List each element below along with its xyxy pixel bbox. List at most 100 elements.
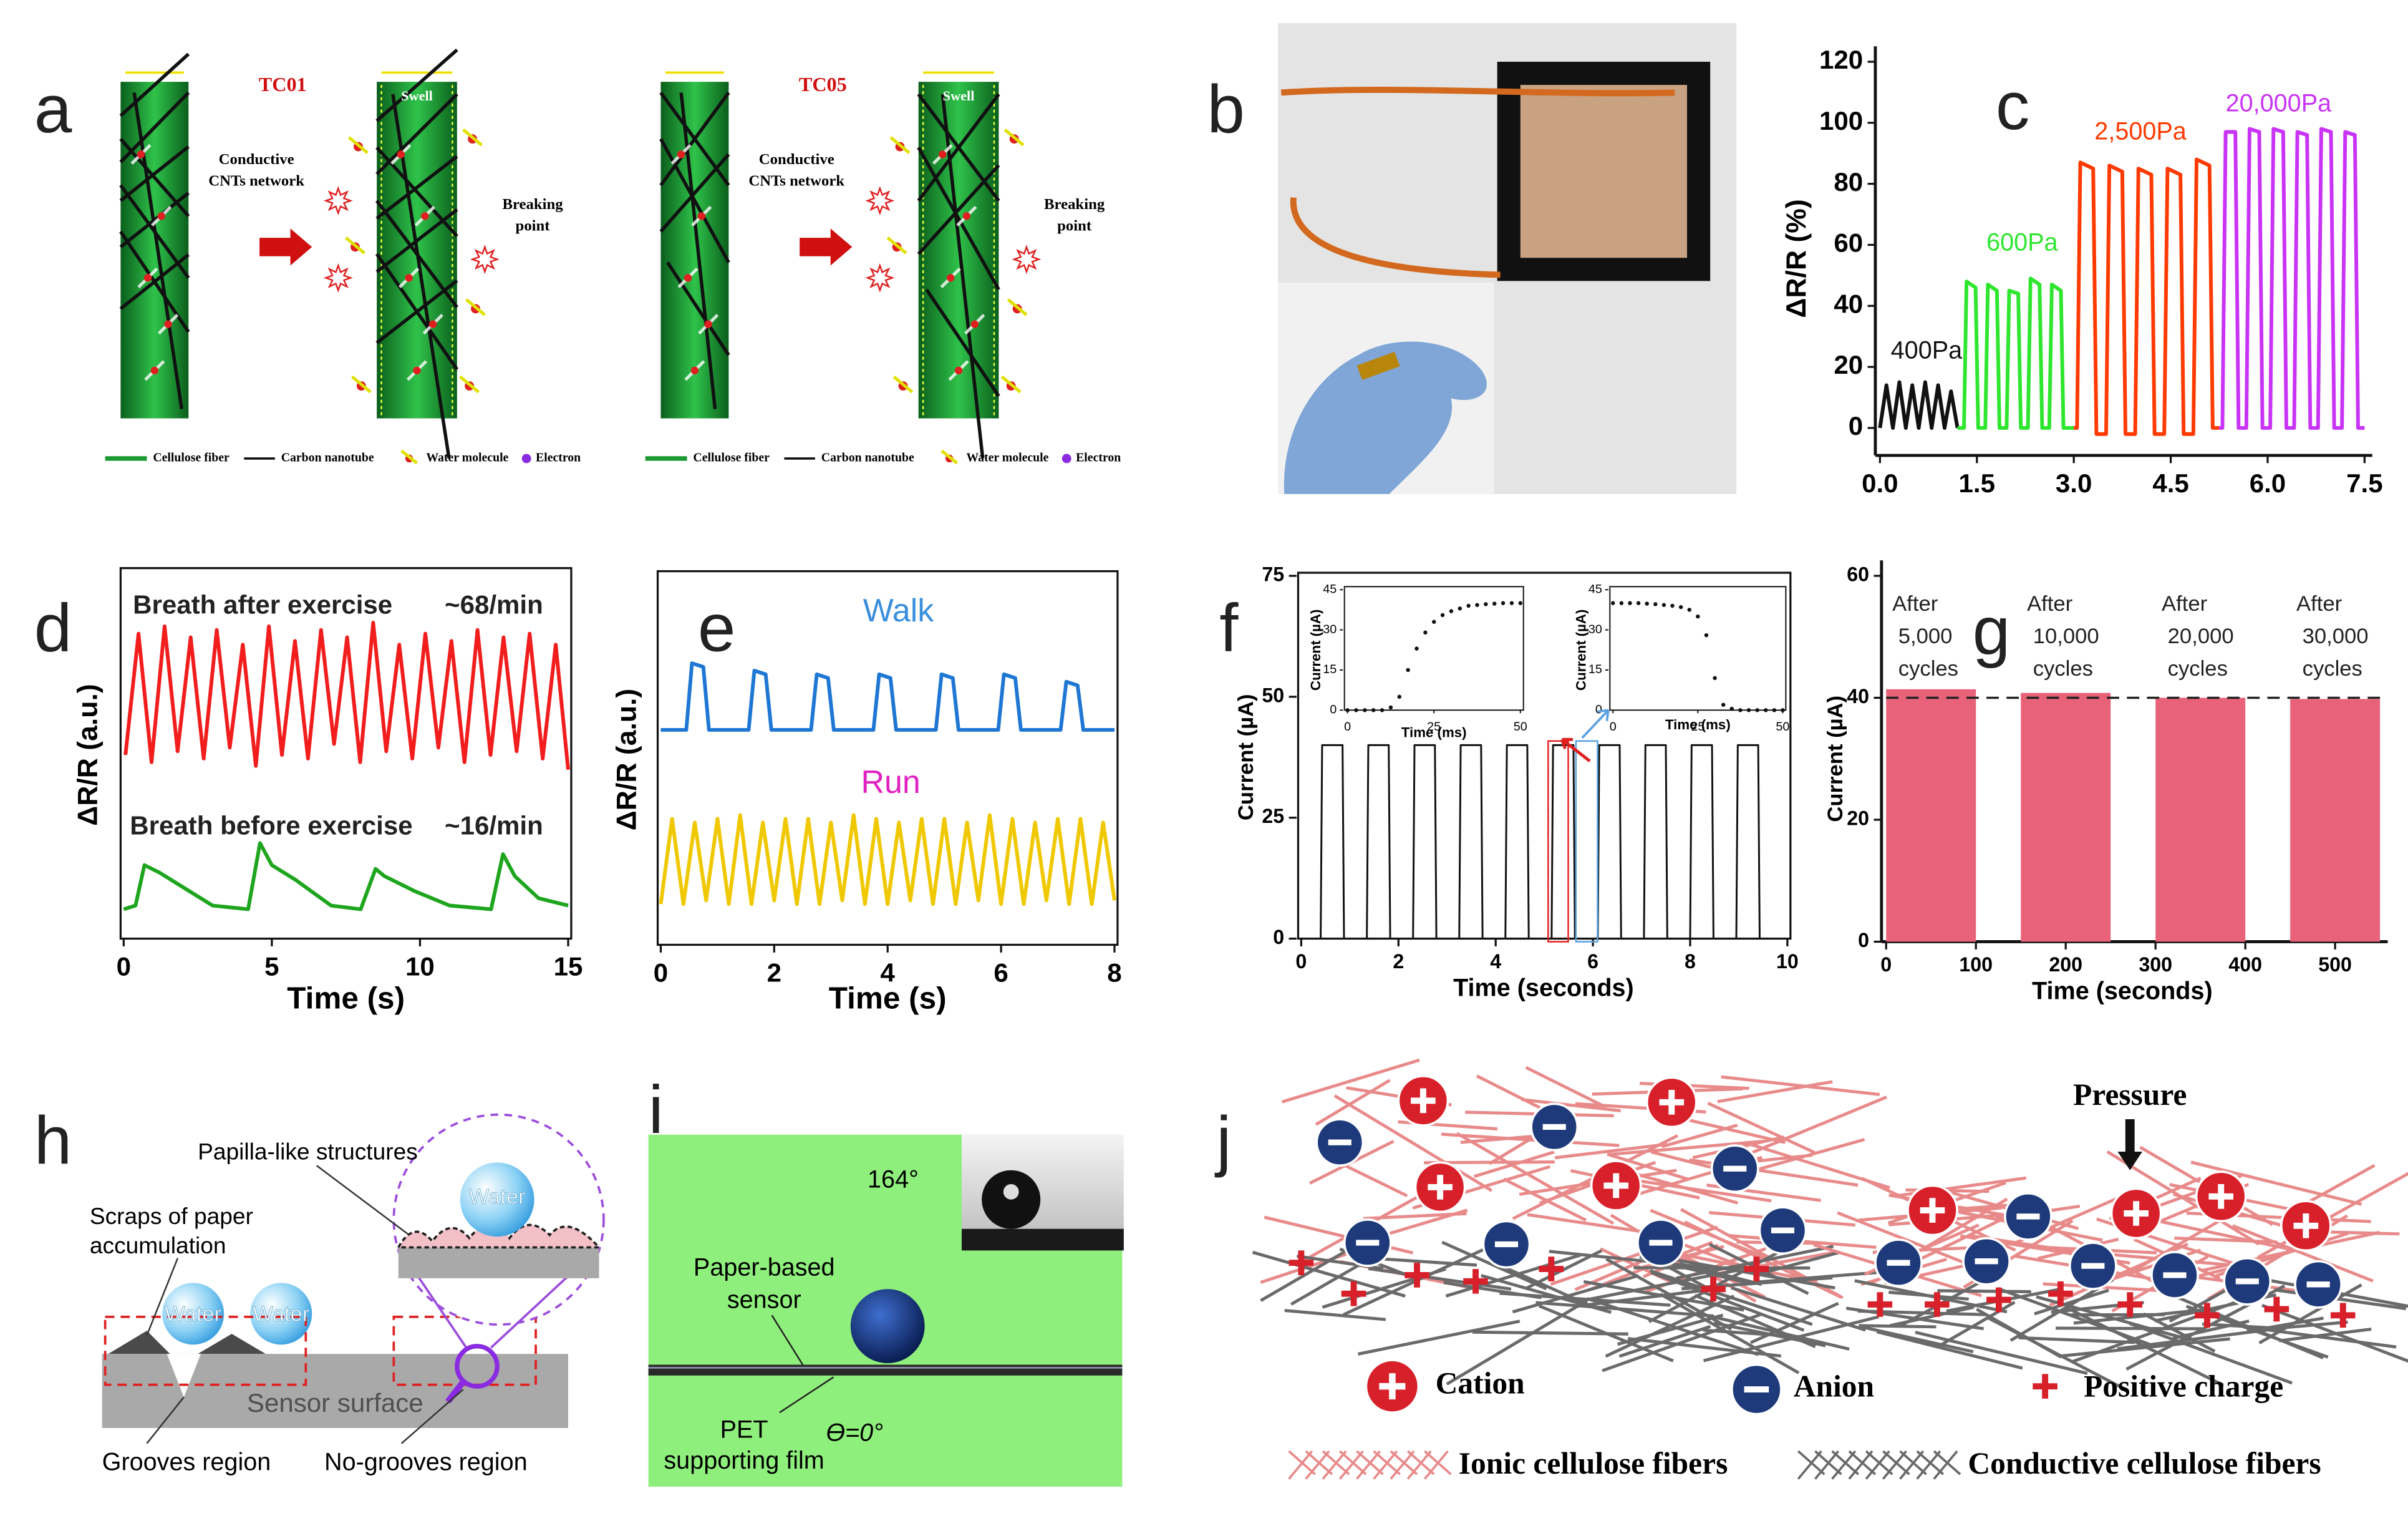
water-drop	[162, 1283, 225, 1345]
x-tick-label: 8	[1685, 950, 1696, 973]
cation-sign	[2124, 1201, 2149, 1226]
x-axis-label: Time (ms)	[1665, 717, 1731, 732]
ion	[143, 274, 152, 282]
positive-charge	[1341, 1281, 1366, 1306]
carbon-nanotube	[119, 52, 190, 117]
ion	[405, 274, 413, 282]
x-tick-label: 300	[2139, 953, 2172, 976]
data-point	[1423, 630, 1428, 635]
carbon-nanotube	[925, 288, 1000, 397]
data-point	[1687, 608, 1691, 612]
conductive-fiber	[1617, 1313, 1724, 1346]
ion	[939, 150, 947, 158]
carbon-nanotube	[940, 94, 985, 459]
conductive-fiber	[1659, 1293, 1800, 1374]
conductive-fiber	[2117, 1326, 2284, 1351]
data-point	[1619, 601, 1624, 605]
y-axis-label: ΔR/R (a.u.)	[73, 684, 104, 825]
x-tick-label: 8	[1107, 958, 1121, 987]
label: Swell	[943, 88, 975, 104]
bar	[1886, 689, 1976, 942]
x-tick-label: 400	[2228, 953, 2262, 976]
carbon-nanotube	[132, 92, 184, 410]
x-tick-label: 4	[1490, 950, 1501, 973]
ionic-fiber	[1525, 1066, 1607, 1109]
x-axis-label: Time (seconds)	[1453, 974, 1634, 1002]
panel-label: e	[698, 590, 736, 666]
ionic-fiber	[1608, 1139, 1764, 1156]
x-tick-label: 25	[1691, 720, 1704, 734]
data-point	[1354, 708, 1358, 712]
data-point	[1746, 708, 1751, 712]
x-tick-label: 2	[767, 958, 781, 987]
series-label: Breath before exercise	[130, 810, 412, 840]
panel-label: h	[34, 1102, 72, 1178]
label: Conductive	[759, 151, 834, 168]
data-point	[1678, 605, 1683, 610]
x-tick-label: 50	[1514, 720, 1527, 734]
x-axis-label: Time (s)	[287, 981, 405, 1016]
conductive-fiber	[1252, 1250, 1406, 1298]
breaking-point	[470, 245, 500, 275]
data-point	[1696, 614, 1700, 619]
magnifier	[445, 1379, 466, 1404]
ionic-fiber	[1588, 1240, 1713, 1292]
label: Water	[469, 1185, 526, 1208]
conductive-fiber	[1368, 1267, 1512, 1291]
bar-label: After 10,000 cycles	[2027, 592, 2099, 681]
legend-ionic	[1288, 1450, 1313, 1480]
x-tick-label: 0.0	[1862, 469, 1898, 498]
y-tick-label: 120	[1819, 45, 1863, 74]
y-axis-label: Current (µA)	[1574, 610, 1589, 691]
cation-sign	[1379, 1373, 1406, 1400]
data-line	[660, 661, 1115, 732]
ion	[421, 212, 429, 220]
ionic-fiber	[2190, 1160, 2362, 1206]
x-tick-label: 10	[1776, 950, 1799, 973]
y-tick-label: 45	[1323, 583, 1337, 596]
y-tick-label: 80	[1834, 167, 1863, 197]
legend-ionic	[1373, 1450, 1398, 1480]
conductive-fiber	[1731, 1286, 1866, 1332]
legend-conductive	[1865, 1450, 1893, 1475]
ionic-fiber	[1363, 1212, 1467, 1220]
wire	[1280, 86, 1675, 97]
rate-label: ~16/min	[445, 810, 543, 840]
conductive-fiber	[2129, 1322, 2293, 1385]
series-label: 20,000Pa	[2226, 90, 2332, 117]
cation-sign	[2208, 1183, 2234, 1209]
water-molecule	[1007, 298, 1028, 316]
bar-label: After 5,000 cycles	[1892, 592, 1958, 681]
conductive-fiber	[1915, 1331, 2088, 1375]
positive-charge	[2264, 1296, 2290, 1322]
water-drop	[850, 1289, 925, 1364]
data-point	[1611, 601, 1615, 605]
panel-label: d	[34, 590, 72, 666]
label: Water	[253, 1302, 309, 1326]
positive-charge	[1701, 1276, 1726, 1302]
breaking-point	[323, 186, 353, 216]
y-tick-label: 75	[1262, 563, 1284, 586]
ionic-fiber	[1554, 1142, 1668, 1160]
y-tick-label: 40	[1834, 289, 1863, 318]
positive-charge	[1986, 1287, 2011, 1313]
ion	[429, 320, 437, 328]
legend-conductive	[1933, 1450, 1958, 1480]
data-point	[1704, 633, 1709, 638]
label: accumulation	[90, 1232, 226, 1258]
ionic-fiber	[2043, 1282, 2169, 1293]
ion	[137, 150, 145, 158]
y-tick-label: 25	[1262, 805, 1284, 827]
conductive-fiber	[2142, 1312, 2216, 1353]
x-tick-label: 4.5	[2152, 469, 2188, 498]
ion	[962, 212, 971, 220]
ionic-fiber	[2160, 1220, 2302, 1253]
legend-label: Electron	[1076, 450, 1121, 464]
data-point	[1755, 708, 1759, 712]
legend-conductive	[1831, 1450, 1859, 1475]
positive-charge	[1463, 1269, 1488, 1294]
x-tick-label: 4	[881, 958, 896, 987]
y-tick-label: 20	[1834, 350, 1863, 379]
panel-label: g	[1973, 593, 2011, 669]
y-tick-label: 20	[1847, 807, 1869, 829]
